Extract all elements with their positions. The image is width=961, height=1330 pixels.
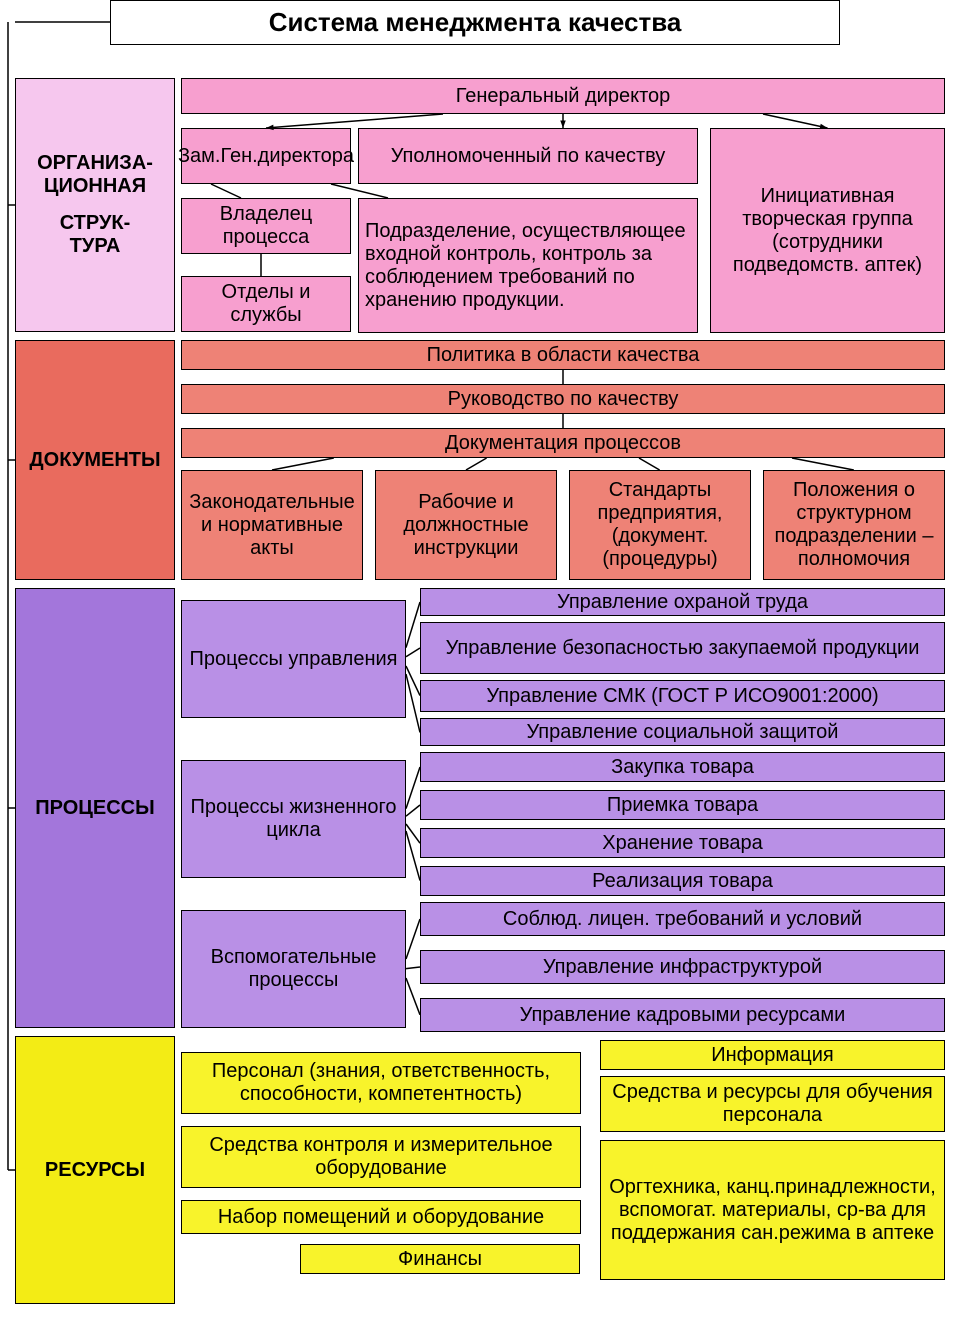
proc-life-item-0: Закупка товара	[420, 752, 945, 782]
proc-life-item-1: Приемка товара	[420, 790, 945, 820]
proc-mgmt-group: Процессы управления	[181, 600, 406, 718]
docs-row-0: Законодательные и нормативные акты	[181, 470, 363, 580]
proc-mgmt-item-1: Управление безопасностью закупаемой прод…	[420, 622, 945, 674]
proc-aux-item-0: Соблюд. лицен. требований и условий	[420, 902, 945, 936]
org-quality-rep: Уполномоченный по качеству	[358, 128, 698, 184]
section-label-docs: ДОКУМЕНТЫ	[15, 340, 175, 580]
org-director: Генеральный директор	[181, 78, 945, 114]
proc-mgmt-item-3: Управление социальной защитой	[420, 718, 945, 746]
res-left-2: Набор помещений и оборудование	[181, 1200, 581, 1234]
proc-aux-group: Вспомогательные процессы	[181, 910, 406, 1028]
section-label-res: РЕСУРСЫ	[15, 1036, 175, 1304]
proc-life-item-2: Хранение товара	[420, 828, 945, 858]
section-label-org: ОРГАНИЗА-ЦИОННАЯСТРУК-ТУРА	[15, 78, 175, 332]
res-right-0: Информация	[600, 1040, 945, 1070]
docs-manual: Руководство по качеству	[181, 384, 945, 414]
docs-row-3: Положения о структурном подразделении – …	[763, 470, 945, 580]
org-deputy: Зам.Ген.директора	[181, 128, 351, 184]
proc-life-item-3: Реализация товара	[420, 866, 945, 896]
diagram-title: Система менеджмента качества	[110, 0, 840, 45]
org-departments: Отделы и службы	[181, 276, 351, 332]
proc-aux-item-1: Управление инфраструктурой	[420, 950, 945, 984]
proc-aux-item-2: Управление кадровыми ресурсами	[420, 998, 945, 1032]
proc-life-group: Процессы жизненного цикла	[181, 760, 406, 878]
section-label-proc: ПРОЦЕССЫ	[15, 588, 175, 1028]
docs-row-2: Стандарты предприятия, (документ. (проце…	[569, 470, 751, 580]
org-initiative-group: Инициативная творческая группа (сотрудни…	[710, 128, 945, 333]
proc-mgmt-item-2: Управление СМК (ГОСТ Р ИСО9001:2000)	[420, 680, 945, 712]
docs-row-1: Рабочие и должностные инструкции	[375, 470, 557, 580]
proc-mgmt-item-0: Управление охраной труда	[420, 588, 945, 616]
res-left-3: Финансы	[300, 1244, 580, 1274]
res-right-1: Средства и ресурсы для обучения персонал…	[600, 1076, 945, 1132]
res-right-2: Оргтехника, канц.принадлежности, вспомог…	[600, 1140, 945, 1280]
org-process-owner: Владелец процесса	[181, 198, 351, 254]
org-control-dept: Подразделение, осуществляющее входной ко…	[358, 198, 698, 333]
res-left-1: Средства контроля и измерительное оборуд…	[181, 1126, 581, 1188]
res-left-0: Персонал (знания, ответственность, спосо…	[181, 1052, 581, 1114]
docs-policy: Политика в области качества	[181, 340, 945, 370]
docs-process-documentation: Документация процессов	[181, 428, 945, 458]
